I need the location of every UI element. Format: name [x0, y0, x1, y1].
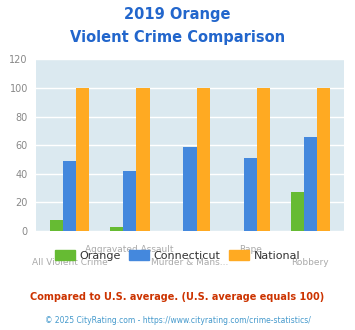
Bar: [110, 227, 123, 231]
Text: © 2025 CityRating.com - https://www.cityrating.com/crime-statistics/: © 2025 CityRating.com - https://www.city…: [45, 316, 310, 325]
Bar: [76, 88, 89, 231]
Text: Aggravated Assault: Aggravated Assault: [86, 245, 174, 254]
Bar: [136, 88, 149, 231]
Text: Violent Crime Comparison: Violent Crime Comparison: [70, 30, 285, 45]
Text: 2019 Orange: 2019 Orange: [124, 7, 231, 21]
Text: Compared to U.S. average. (U.S. average equals 100): Compared to U.S. average. (U.S. average …: [31, 292, 324, 302]
Text: Robbery: Robbery: [291, 258, 329, 267]
Legend: Orange, Connecticut, National: Orange, Connecticut, National: [50, 246, 305, 265]
Bar: [123, 171, 136, 231]
Bar: [197, 88, 210, 231]
Bar: [244, 158, 257, 231]
Bar: [304, 137, 317, 231]
Bar: [317, 88, 330, 231]
Text: All Violent Crime: All Violent Crime: [32, 258, 107, 267]
Text: Rape: Rape: [239, 245, 262, 254]
Bar: [183, 147, 197, 231]
Bar: [257, 88, 270, 231]
Bar: [63, 161, 76, 231]
Text: Murder & Mans...: Murder & Mans...: [151, 258, 229, 267]
Bar: [50, 219, 63, 231]
Bar: [290, 192, 304, 231]
